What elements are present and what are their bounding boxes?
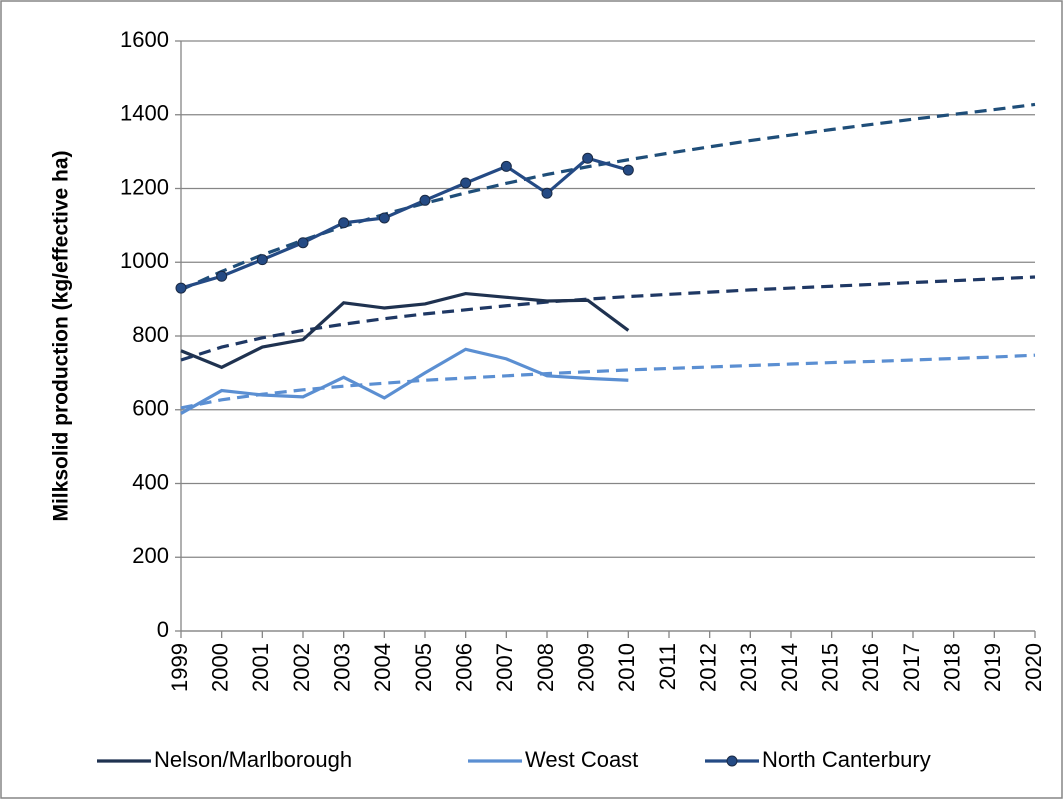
x-tick-label: 2014 — [777, 643, 802, 692]
legend-label: West Coast — [525, 747, 638, 772]
x-tick-label: 2006 — [451, 643, 476, 692]
x-tick-label: 2003 — [329, 643, 354, 692]
marker — [500, 160, 512, 172]
y-tick-label: 200 — [132, 543, 169, 568]
x-tick-label: 2007 — [492, 643, 517, 692]
legend-marker — [726, 755, 738, 767]
x-tick-label: 1999 — [167, 643, 192, 692]
y-axis-title: Milksolid production (kg/effective ha) — [50, 150, 73, 521]
y-tick-label: 1400 — [120, 101, 169, 126]
marker — [541, 187, 553, 199]
x-tick-label: 2020 — [1021, 643, 1046, 692]
y-tick-label: 800 — [132, 322, 169, 347]
legend-label: North Canterbury — [762, 747, 931, 772]
marker — [378, 212, 390, 224]
x-tick-label: 2000 — [207, 643, 232, 692]
x-tick-label: 2016 — [858, 643, 883, 692]
x-tick-label: 2005 — [411, 643, 436, 692]
marker — [419, 194, 431, 206]
y-tick-label: 1200 — [120, 174, 169, 199]
x-tick-label: 2001 — [248, 643, 273, 692]
marker — [256, 254, 268, 266]
marker — [622, 164, 634, 176]
x-tick-label: 2008 — [533, 643, 558, 692]
series-line — [180, 291, 630, 370]
marker — [460, 177, 472, 189]
marker — [582, 152, 594, 164]
y-tick-label: 1600 — [120, 27, 169, 52]
x-tick-label: 2011 — [655, 643, 680, 690]
x-tick-label: 2019 — [980, 643, 1005, 692]
x-tick-label: 2009 — [573, 643, 598, 692]
series-line — [180, 156, 629, 290]
x-tick-label: 2015 — [817, 643, 842, 692]
x-tick-label: 2013 — [736, 643, 761, 692]
y-tick-label: 400 — [132, 469, 169, 494]
x-tick-label: 2012 — [695, 643, 720, 692]
x-tick-label: 2002 — [289, 643, 314, 692]
series-line — [180, 347, 629, 415]
marker — [338, 217, 350, 229]
y-tick-label: 0 — [157, 617, 169, 642]
x-tick-label: 2018 — [939, 643, 964, 692]
y-tick-label: 1000 — [120, 248, 169, 273]
marker — [216, 270, 228, 282]
y-tick-label: 600 — [132, 396, 169, 421]
marker — [297, 237, 309, 249]
x-tick-label: 2004 — [370, 643, 395, 692]
legend-label: Nelson/Marlborough — [154, 747, 352, 772]
marker — [175, 282, 187, 294]
x-tick-label: 2010 — [614, 643, 639, 692]
x-tick-label: 2017 — [899, 643, 924, 692]
